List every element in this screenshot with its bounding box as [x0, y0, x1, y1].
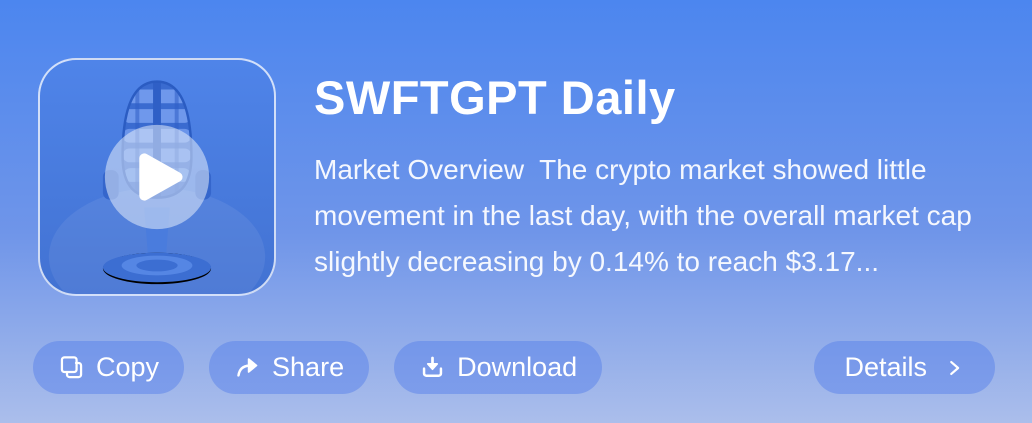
details-button[interactable]: Details	[814, 341, 995, 394]
details-button-label: Details	[844, 352, 927, 382]
action-bar: Copy Share Download Details	[33, 341, 995, 394]
share-button-label: Share	[272, 352, 345, 382]
copy-button-label: Copy	[96, 352, 160, 382]
copy-icon	[58, 354, 85, 381]
copy-button[interactable]: Copy	[33, 341, 185, 394]
episode-description: Market Overview The crypto market showed…	[314, 154, 980, 277]
download-button-label: Download	[457, 352, 578, 382]
share-icon	[234, 354, 261, 381]
page-title: SWFTGPT Daily	[314, 71, 676, 124]
microphone-illustration	[48, 80, 266, 294]
chevron-right-icon	[943, 357, 965, 379]
download-button[interactable]: Download	[394, 341, 603, 394]
share-button[interactable]: Share	[209, 341, 370, 394]
play-icon	[139, 153, 183, 201]
podcast-artwork[interactable]	[38, 58, 276, 296]
play-button[interactable]	[104, 124, 210, 230]
download-icon	[419, 354, 446, 381]
